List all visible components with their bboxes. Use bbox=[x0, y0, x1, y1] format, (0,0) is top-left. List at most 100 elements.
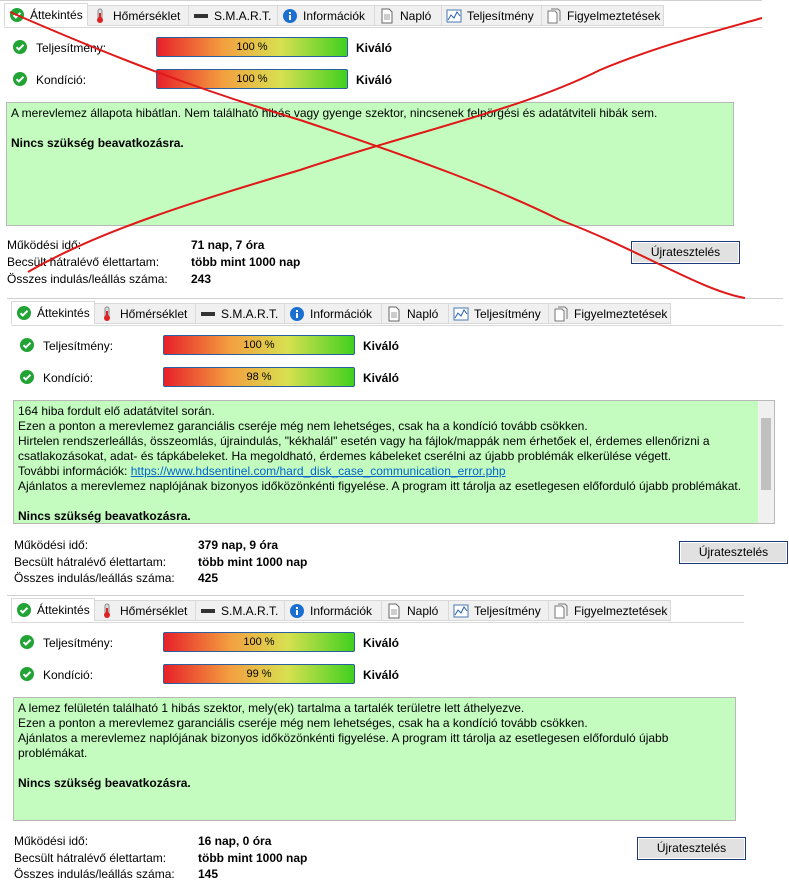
tab-icon bbox=[453, 307, 469, 320]
tab-label: S.M.A.R.T. bbox=[221, 603, 279, 618]
tab[interactable]: S.M.A.R.T. bbox=[196, 303, 285, 324]
tab-strip: Áttekintés Hőmérséklet S.M.A.R.T. Informáci… bbox=[11, 598, 671, 622]
stat-value: 379 nap, 9 óra bbox=[198, 538, 279, 552]
tab[interactable]: Figyelmeztetések bbox=[549, 600, 671, 621]
message-action: Nincs szükség beavatkozásra. bbox=[18, 776, 191, 790]
tab-icon bbox=[554, 603, 568, 618]
progress-bar: 99 % bbox=[163, 664, 355, 684]
message-action: Nincs szükség beavatkozásra. bbox=[18, 509, 191, 523]
status-label: Kondíció: bbox=[43, 371, 94, 385]
stat-row: Összes indulás/leállás száma: 425 bbox=[14, 571, 218, 585]
tab-icon bbox=[290, 603, 304, 618]
scroll-thumb[interactable] bbox=[761, 418, 771, 490]
stat-label: Működési idő: bbox=[14, 538, 89, 552]
check-icon bbox=[12, 71, 28, 90]
progress-bar: 100 % bbox=[156, 69, 348, 89]
progress-bar: 100 % bbox=[163, 335, 355, 355]
retest-button[interactable]: Újratesztelés bbox=[679, 541, 788, 564]
stat-label: Becsült hátralévő élettartam: bbox=[14, 850, 167, 865]
check-icon bbox=[19, 369, 35, 388]
status-label: Kondíció: bbox=[36, 73, 87, 87]
tab-icon bbox=[17, 603, 31, 617]
message-line: A merevlemez állapota hibátlan. Nem talá… bbox=[11, 106, 658, 120]
status-label: Teljesítmény: bbox=[43, 339, 114, 353]
message-line: A lemez felületén található 1 hibás szek… bbox=[18, 701, 525, 715]
scrollbar[interactable] bbox=[758, 401, 774, 523]
retest-button[interactable]: Újratesztelés bbox=[631, 241, 740, 264]
check-icon bbox=[19, 337, 35, 356]
progress-bar: 100 % bbox=[163, 632, 355, 652]
message-action: Nincs szükség beavatkozásra. bbox=[11, 136, 184, 150]
tab[interactable]: Hőmérséklet bbox=[95, 303, 196, 324]
stat-row: Működési idő: 16 nap, 0 óra bbox=[14, 834, 271, 848]
stat-value: több mint 1000 nap bbox=[198, 554, 308, 569]
message-box: 164 hiba fordult elő adatátvitel során. E… bbox=[13, 400, 775, 524]
panel: Áttekintés Hőmérséklet S.M.A.R.T. Informáci… bbox=[0, 0, 762, 291]
stat-row: Becsült hátralévő élettartam: több mint 1… bbox=[7, 255, 300, 269]
status-rating: Kiváló bbox=[356, 73, 393, 87]
message-box: A merevlemez állapota hibátlan. Nem talá… bbox=[6, 102, 734, 226]
message-line: Ajánlatos a merevlemez naplójának bizony… bbox=[18, 731, 669, 760]
tab[interactable]: Figyelmeztetések bbox=[549, 303, 671, 324]
tab-label: Teljesítmény bbox=[474, 603, 541, 618]
retest-button[interactable]: Újratesztelés bbox=[637, 837, 746, 860]
tab[interactable]: Információk bbox=[285, 303, 382, 324]
stat-label: Összes indulás/leállás száma: bbox=[14, 571, 175, 585]
tab-icon bbox=[104, 306, 110, 321]
stat-value: 425 bbox=[198, 571, 219, 585]
message-line: Hirtelen rendszerleállás, összeomlás, új… bbox=[18, 434, 710, 463]
tab-icon bbox=[290, 306, 304, 321]
tab-icon bbox=[201, 608, 215, 613]
check-icon bbox=[19, 634, 35, 653]
stat-row: Összes indulás/leállás száma: 145 bbox=[14, 867, 218, 881]
tab-label: Információk bbox=[310, 603, 373, 618]
status-rating: Kiváló bbox=[356, 41, 393, 55]
tab-label: Figyelmeztetések bbox=[574, 603, 668, 618]
tab[interactable]: Hőmérséklet bbox=[95, 600, 196, 621]
panel: Áttekintés Hőmérséklet S.M.A.R.T. Informáci… bbox=[7, 595, 746, 886]
stat-label: Összes indulás/leállás száma: bbox=[14, 867, 175, 881]
stat-label: Működési idő: bbox=[14, 834, 89, 848]
status-label: Teljesítmény: bbox=[36, 41, 107, 55]
check-icon bbox=[12, 39, 28, 58]
message-box: A lemez felületén található 1 hibás szek… bbox=[13, 697, 736, 821]
tab[interactable]: Áttekintés bbox=[11, 301, 95, 324]
tab[interactable]: Áttekintés bbox=[11, 598, 95, 621]
check-icon bbox=[19, 666, 35, 685]
tab[interactable]: Teljesítmény bbox=[449, 303, 549, 324]
tab-label: Áttekintés bbox=[37, 603, 90, 617]
status-rating: Kiváló bbox=[363, 668, 400, 682]
tab-icon bbox=[388, 306, 400, 321]
tab-strip: Áttekintés Hőmérséklet S.M.A.R.T. Informáci… bbox=[11, 301, 671, 325]
tab[interactable]: Napló bbox=[382, 600, 449, 621]
status-label: Teljesítmény: bbox=[43, 636, 114, 650]
tab-icon bbox=[17, 306, 31, 320]
stat-value: 243 bbox=[191, 272, 212, 286]
stat-label: Működési idő: bbox=[7, 238, 82, 252]
tab-label: Napló bbox=[407, 603, 439, 618]
panel: Áttekintés Hőmérséklet S.M.A.R.T. Informáci… bbox=[7, 298, 788, 589]
message-line: 164 hiba fordult elő adatátvitel során. bbox=[18, 404, 215, 418]
tab[interactable]: S.M.A.R.T. bbox=[196, 600, 285, 621]
progress-bar: 98 % bbox=[163, 367, 355, 387]
tab-icon bbox=[554, 306, 568, 321]
stat-value: 71 nap, 7 óra bbox=[191, 238, 265, 252]
link[interactable]: https://www.hdsentinel.com/hard_disk_cas… bbox=[130, 464, 506, 478]
tab[interactable]: Napló bbox=[382, 303, 449, 324]
tab-label: Hőmérséklet bbox=[120, 603, 188, 618]
tab[interactable]: Teljesítmény bbox=[449, 600, 549, 621]
stat-value: több mint 1000 nap bbox=[198, 850, 308, 865]
tab-icon bbox=[201, 311, 215, 316]
tab-icon bbox=[104, 603, 110, 618]
status-rating: Kiváló bbox=[363, 339, 400, 353]
tab-border bbox=[11, 622, 744, 623]
stat-value: több mint 1000 nap bbox=[191, 255, 301, 269]
tab-border bbox=[11, 325, 783, 326]
stat-row: Működési idő: 71 nap, 7 óra bbox=[7, 238, 264, 252]
tab-label: Áttekintés bbox=[37, 306, 90, 320]
content: Teljesítmény: 100 % Kiváló Kondíció: 100 % Ki… bbox=[6, 1, 762, 291]
tab-label: Napló bbox=[407, 306, 439, 321]
stat-value: 16 nap, 0 óra bbox=[198, 834, 272, 848]
tab[interactable]: Információk bbox=[285, 600, 382, 621]
content: Teljesítmény: 100 % Kiváló Kondíció: 98 % Kiv… bbox=[13, 299, 788, 589]
